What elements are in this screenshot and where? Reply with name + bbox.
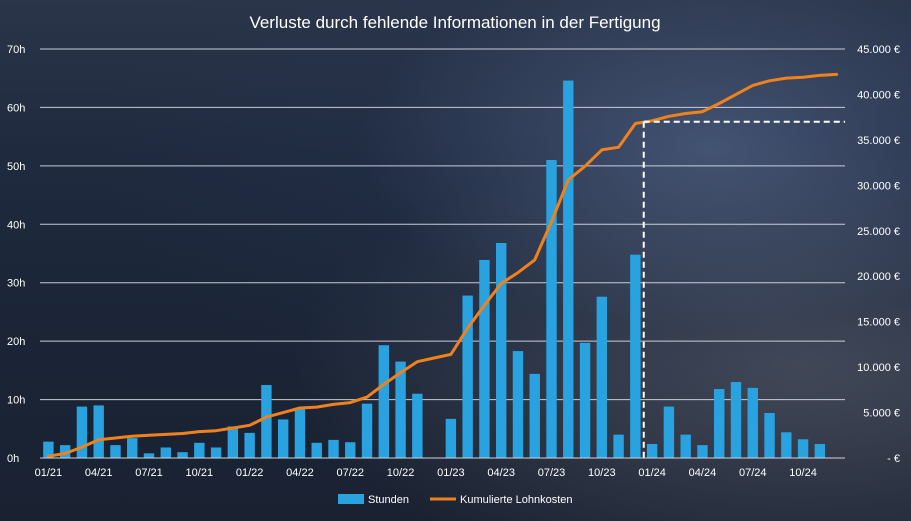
bar xyxy=(294,407,306,458)
legend-label-line: Kumulierte Lohnkosten xyxy=(460,494,573,506)
bar xyxy=(479,259,490,458)
y-right-tick-label: - € xyxy=(887,453,900,465)
reference-marker xyxy=(642,120,845,458)
bar xyxy=(328,439,339,458)
y-left-tick-label: 30h xyxy=(7,278,25,290)
x-tick-label: 01/21 xyxy=(35,467,63,479)
bar xyxy=(210,447,222,458)
x-tick-label: 10/23 xyxy=(588,467,616,479)
bar xyxy=(378,345,390,458)
x-tick-label: 04/24 xyxy=(689,467,717,479)
bar xyxy=(244,432,255,458)
bar xyxy=(93,405,104,458)
bar xyxy=(194,442,205,458)
bar xyxy=(680,434,691,458)
y-left-tick-label: 10h xyxy=(7,395,25,407)
bar xyxy=(697,445,708,458)
bar xyxy=(797,439,809,458)
bar xyxy=(495,242,507,458)
bar xyxy=(630,254,641,458)
bar xyxy=(43,441,54,458)
bar xyxy=(227,426,239,458)
legend-swatch-bars xyxy=(338,494,364,504)
y-right-tick-label: 20.000 € xyxy=(857,271,900,283)
bar xyxy=(596,296,608,458)
x-tick-label: 10/21 xyxy=(186,467,214,479)
bar xyxy=(76,406,88,458)
x-tick-label: 04/21 xyxy=(85,467,113,479)
bar xyxy=(311,442,322,458)
bar xyxy=(512,351,524,458)
x-tick-label: 01/22 xyxy=(236,467,264,479)
y-left-tick-label: 0h xyxy=(7,453,19,465)
y-left-tick-label: 20h xyxy=(7,336,25,348)
bar xyxy=(546,160,557,458)
y-right-tick-label: 25.000 € xyxy=(857,226,900,238)
bar xyxy=(646,443,658,458)
bar xyxy=(730,382,742,458)
bar xyxy=(747,387,758,458)
cumulative-cost-line xyxy=(46,72,839,458)
bar xyxy=(579,342,591,458)
bar xyxy=(764,413,775,458)
x-tick-label: 01/23 xyxy=(437,467,465,479)
bar xyxy=(143,453,155,458)
bar xyxy=(663,406,675,458)
bar xyxy=(261,384,272,458)
y-right-tick-label: 35.000 € xyxy=(857,135,900,147)
gridlines xyxy=(40,48,845,401)
axes: 0h 10h 20h 30h 40h 50h 60h 70h - € 5.000 € 10.000 … xyxy=(7,44,900,479)
y-right-tick-label: 5.000 € xyxy=(863,408,900,420)
bar xyxy=(361,403,373,458)
x-tick-label: 01/24 xyxy=(638,467,666,479)
x-tick-label: 07/24 xyxy=(739,467,767,479)
y-right-tick-label: 45.000 € xyxy=(857,44,900,56)
bar xyxy=(177,452,188,458)
bar xyxy=(412,393,423,458)
y-left-tick-label: 50h xyxy=(7,161,25,173)
bar xyxy=(714,389,725,458)
legend-label-bars: Stunden xyxy=(368,494,409,506)
bar xyxy=(563,80,574,459)
x-tick-label: 07/21 xyxy=(135,467,163,479)
y-right-tick-label: 40.000 € xyxy=(857,89,900,101)
bar xyxy=(59,445,71,458)
bar xyxy=(127,438,138,458)
legend: Stunden Kumulierte Lohnkosten xyxy=(338,494,573,506)
bar xyxy=(160,447,171,458)
y-left-tick-label: 40h xyxy=(7,219,25,231)
bar-series xyxy=(43,80,826,459)
x-tick-label: 04/22 xyxy=(286,467,314,479)
bar xyxy=(345,442,356,458)
bar xyxy=(110,445,121,458)
y-left-tick-label: 60h xyxy=(7,102,25,114)
x-tick-label: 07/22 xyxy=(336,467,364,479)
bar xyxy=(529,373,540,458)
y-right-tick-label: 10.000 € xyxy=(857,362,900,374)
bar xyxy=(395,361,406,458)
bar xyxy=(814,443,826,458)
x-tick-label: 10/22 xyxy=(387,467,415,479)
chart-title: Verluste durch fehlende Informationen in… xyxy=(249,13,660,32)
x-tick-label: 07/23 xyxy=(538,467,566,479)
y-right-tick-label: 30.000 € xyxy=(857,180,900,192)
bar xyxy=(462,295,473,458)
x-tick-label: 04/23 xyxy=(487,467,515,479)
bar xyxy=(781,432,792,458)
x-tick-label: 10/24 xyxy=(789,467,817,479)
bar xyxy=(445,418,457,458)
y-left-tick-label: 70h xyxy=(7,44,25,56)
bar xyxy=(613,434,624,458)
line-series xyxy=(46,72,839,458)
y-right-tick-label: 15.000 € xyxy=(857,317,900,329)
bar xyxy=(277,419,289,458)
